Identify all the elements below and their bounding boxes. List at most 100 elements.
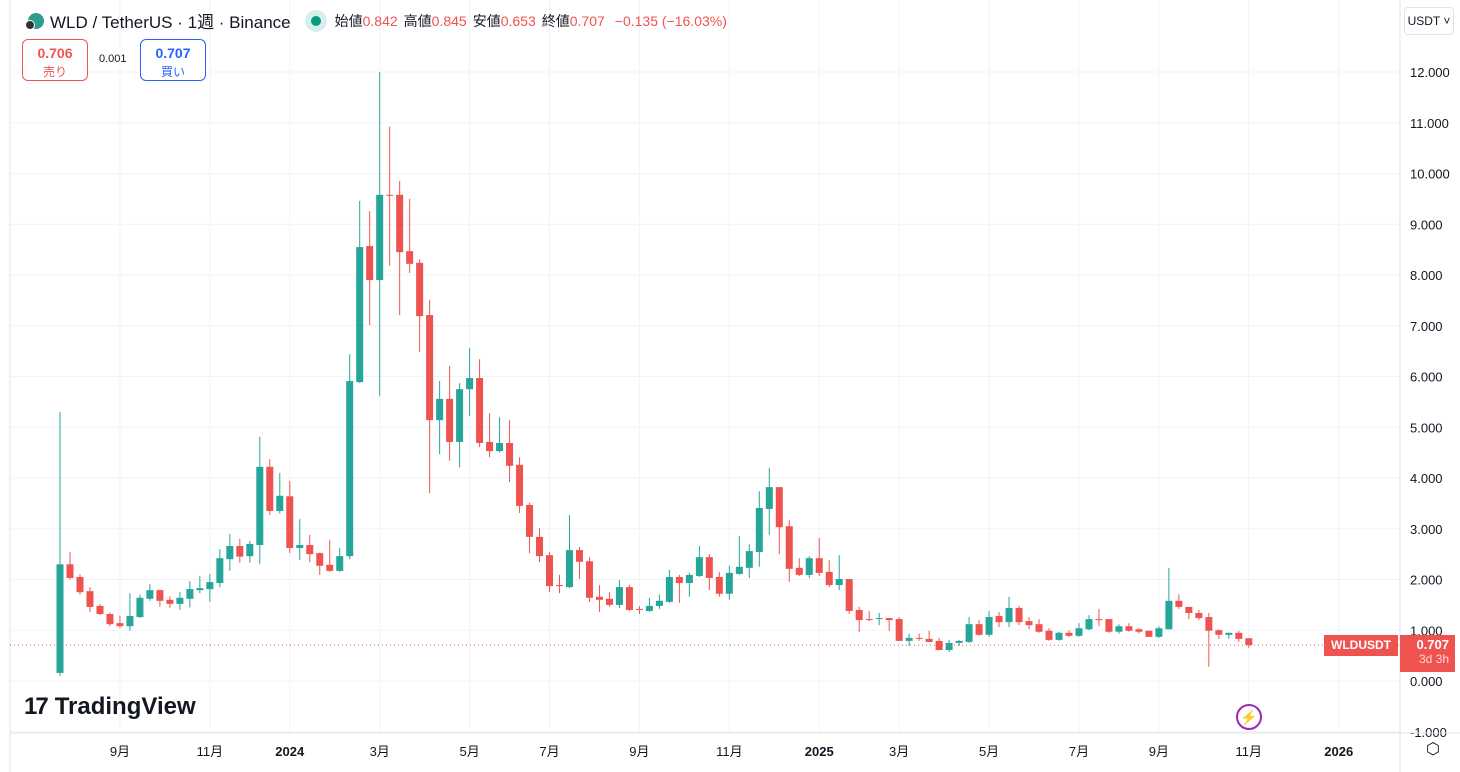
candle-body bbox=[1035, 624, 1043, 632]
candle-up bbox=[1155, 626, 1163, 638]
candle-down bbox=[775, 487, 783, 555]
candle-body bbox=[775, 487, 783, 528]
candle-up bbox=[905, 633, 913, 646]
sell-button[interactable]: 0.706 売り bbox=[22, 39, 88, 81]
symbol-logo-icon bbox=[25, 12, 44, 30]
x-tick-label: 11月 bbox=[716, 744, 743, 759]
candle-body bbox=[1215, 630, 1223, 635]
candle-body bbox=[765, 487, 773, 509]
candle-body bbox=[436, 398, 444, 421]
candle-body bbox=[865, 619, 873, 621]
candle-body bbox=[156, 590, 164, 601]
candle-body bbox=[396, 194, 404, 253]
candle-body bbox=[785, 526, 793, 569]
candle-up bbox=[276, 472, 284, 514]
candle-body bbox=[466, 378, 474, 390]
candle-body bbox=[795, 567, 803, 575]
y-tick-label: 12.000 bbox=[1410, 65, 1450, 80]
candle-body bbox=[895, 619, 903, 641]
candle-down bbox=[1045, 628, 1053, 641]
chart-header: WLD / TetherUS · 1週 · Binance 始値0.842 高値… bbox=[25, 8, 727, 33]
candle-up bbox=[765, 467, 773, 535]
y-tick-label: 1.000 bbox=[1410, 623, 1443, 638]
candle-down bbox=[266, 459, 274, 516]
candle-up bbox=[356, 200, 364, 384]
candle-down bbox=[386, 126, 394, 266]
candle-down bbox=[1235, 630, 1243, 642]
candle-down bbox=[675, 574, 683, 603]
candle-body bbox=[1045, 630, 1053, 640]
bar-countdown: 3d 3h bbox=[1418, 652, 1449, 666]
candle-body bbox=[536, 536, 544, 557]
candle-body bbox=[705, 557, 713, 578]
candle-body bbox=[386, 194, 394, 196]
high-label: 高値 bbox=[403, 12, 432, 29]
candle-body bbox=[805, 558, 813, 575]
tradingview-logo[interactable]: 17 TradingView bbox=[24, 693, 196, 721]
candle-up bbox=[246, 540, 254, 563]
candle-down bbox=[785, 520, 793, 583]
candle-up bbox=[376, 72, 384, 396]
x-tick-label: 9月 bbox=[1149, 744, 1169, 759]
candle-body bbox=[985, 617, 993, 635]
candle-down bbox=[1245, 638, 1253, 648]
candle-up bbox=[1225, 632, 1233, 639]
tradingview-wordmark: TradingView bbox=[54, 693, 196, 720]
candle-down bbox=[795, 558, 803, 576]
candle-body bbox=[1205, 617, 1213, 631]
candle-down bbox=[156, 589, 164, 607]
close-label: 終値 bbox=[541, 12, 570, 29]
candle-down bbox=[995, 611, 1003, 628]
candle-down bbox=[476, 359, 484, 448]
candle-body bbox=[246, 543, 254, 557]
candle-body bbox=[346, 381, 354, 557]
lightning-icon[interactable]: ⚡ bbox=[1236, 704, 1262, 730]
candle-body bbox=[855, 609, 863, 621]
candle-body bbox=[266, 466, 274, 511]
candle-body bbox=[106, 614, 114, 625]
candle-body bbox=[845, 578, 853, 611]
open-value: 0.842 bbox=[362, 12, 398, 29]
x-tick-label: 7月 bbox=[539, 744, 559, 759]
candle-up bbox=[1005, 596, 1013, 628]
candle-body bbox=[226, 546, 234, 560]
candle-down bbox=[915, 633, 923, 641]
candle-body bbox=[306, 544, 314, 555]
candle-body bbox=[635, 608, 643, 610]
candle-up bbox=[615, 580, 623, 608]
candle-down bbox=[825, 560, 833, 588]
market-open-icon bbox=[304, 9, 327, 32]
y-tick-label: 5.000 bbox=[1410, 420, 1443, 435]
candle-body bbox=[286, 496, 294, 549]
low-label: 安値 bbox=[472, 12, 501, 29]
symbol-title[interactable]: WLD / TetherUS · 1週 · Binance bbox=[50, 13, 291, 32]
candle-up bbox=[336, 548, 344, 572]
candle-down bbox=[506, 420, 514, 483]
buy-button[interactable]: 0.707 買い bbox=[140, 39, 206, 81]
candle-up bbox=[725, 565, 733, 600]
candle-down bbox=[625, 585, 633, 611]
candle-body bbox=[166, 599, 174, 604]
candle-down bbox=[426, 299, 434, 494]
currency-selector[interactable]: USDT ˅ bbox=[1404, 7, 1454, 35]
candle-down bbox=[306, 534, 314, 563]
candle-body bbox=[755, 507, 763, 553]
candle-body bbox=[1225, 632, 1233, 635]
candle-body bbox=[456, 389, 464, 442]
x-tick-label: 3月 bbox=[889, 744, 909, 759]
settings-icon[interactable]: ⬡ bbox=[1426, 741, 1440, 758]
candle-down bbox=[815, 537, 823, 576]
candle-body bbox=[1095, 619, 1103, 621]
candle-body bbox=[426, 315, 434, 421]
candle-down bbox=[1125, 623, 1133, 632]
candle-body bbox=[476, 378, 484, 443]
candle-down bbox=[935, 637, 943, 651]
y-tick-label: 4.000 bbox=[1410, 471, 1443, 486]
candle-down bbox=[865, 610, 873, 622]
candle-body bbox=[506, 442, 514, 466]
buy-label: 買い bbox=[160, 65, 185, 79]
candle-body bbox=[575, 550, 583, 562]
candle-down bbox=[326, 539, 334, 572]
candle-up bbox=[955, 639, 963, 646]
